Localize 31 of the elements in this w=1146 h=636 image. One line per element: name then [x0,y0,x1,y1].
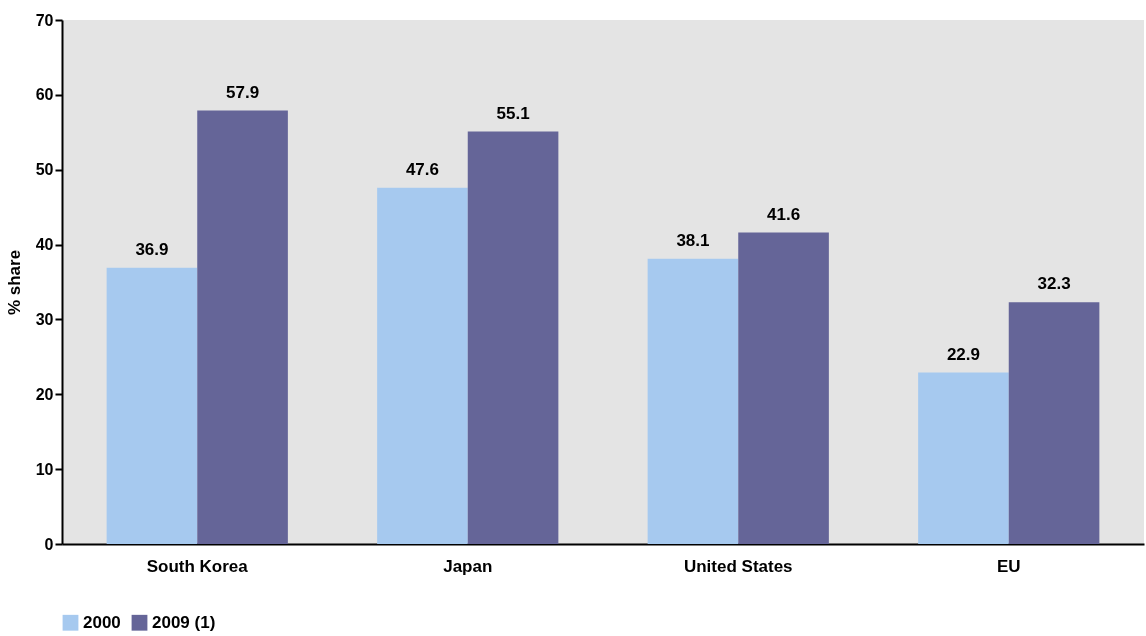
data-label: 41.6 [767,204,801,224]
y-tick-label: 50 [35,161,54,179]
data-label: 57.9 [226,82,260,102]
bar [738,232,829,544]
data-label: 22.9 [946,344,980,364]
legend-label: 2000 [83,612,121,632]
bar [467,131,559,544]
y-tick-label: 20 [35,385,54,403]
y-tick-label: 40 [35,236,54,254]
legend-label: 2009 (1) [152,612,216,632]
x-tick-label: Japan [443,556,493,576]
y-tick-label: 60 [35,86,54,104]
data-label: 38.1 [676,230,710,250]
data-label: 32.3 [1037,274,1071,294]
data-label: 36.9 [135,239,169,259]
bar [918,372,1009,544]
bar [377,187,468,544]
y-tick-label: 10 [35,460,54,478]
y-tick-label: 30 [35,310,54,328]
bar [1008,302,1100,544]
y-tick-label: 0 [44,535,54,553]
x-tick-label: United States [683,556,793,576]
bar [647,258,739,544]
x-tick-label: EU [996,556,1021,576]
bar [197,110,288,544]
y-tick-label: 70 [35,11,54,29]
y-axis-title: % share [4,249,24,316]
data-label: 55.1 [496,103,530,123]
x-tick-label: South Korea [146,556,249,576]
data-label: 47.6 [405,159,439,179]
bar [106,267,198,544]
